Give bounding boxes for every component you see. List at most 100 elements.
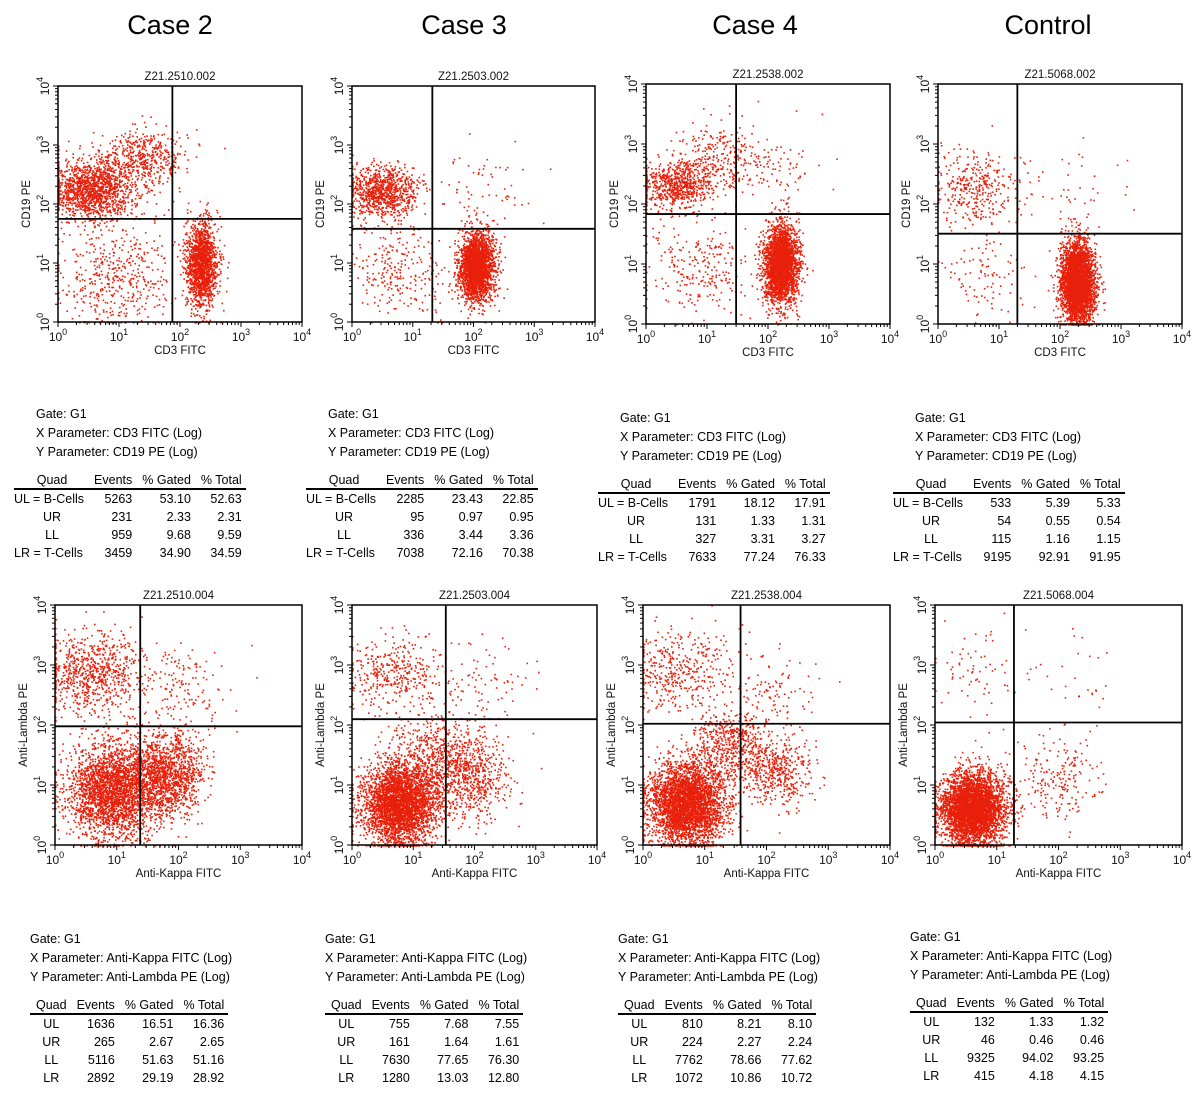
data-point [383,181,386,183]
data-point [77,187,80,189]
data-point [126,175,128,178]
data-point [183,257,186,260]
data-point [400,209,403,211]
data-point [219,255,221,258]
data-point [399,177,401,180]
data-point [198,143,200,145]
data-point [204,294,206,297]
data-point [386,192,388,194]
data-point [131,296,134,299]
data-point [204,244,207,246]
data-point [369,200,371,202]
data-point [60,172,62,174]
data-point [202,263,204,266]
data-point [162,293,165,296]
data-point [132,260,134,262]
data-point [108,156,110,158]
data-point [112,193,114,195]
data-point [66,191,69,193]
data-point [132,292,134,295]
data-point [143,251,146,254]
data-point [82,198,84,201]
data-point [174,161,177,164]
data-point [144,146,147,148]
data-point [148,153,150,156]
data-point [112,203,114,206]
data-point [177,167,180,169]
data-point [172,139,175,142]
data-point [208,292,211,294]
data-point [407,181,410,183]
data-point [136,166,138,168]
data-point [163,158,166,160]
data-point [405,193,407,196]
data-point [219,257,222,260]
data-point [406,193,409,196]
data-point [127,178,130,180]
data-point [198,293,200,295]
data-point [380,203,382,205]
data-point [159,165,162,168]
data-point [96,167,98,169]
data-point [386,194,388,196]
data-point [75,253,78,256]
data-point [480,232,483,235]
data-point [209,254,211,257]
data-point [211,256,214,258]
data-point [201,223,203,226]
data-point [394,190,396,193]
data-point [140,137,143,140]
data-point [58,171,60,173]
data-point [87,186,90,188]
data-point [68,182,70,185]
data-point [74,307,76,309]
data-point [129,141,131,143]
data-point [150,280,152,283]
data-point [137,280,139,282]
data-point [372,194,375,197]
data-point [139,151,141,154]
data-point [91,209,93,211]
data-point [206,295,208,297]
data-point [200,298,203,301]
data-point [194,281,196,283]
data-point [159,175,162,177]
data-point [387,188,390,190]
data-point [371,205,374,208]
data-point [99,222,101,225]
data-point [156,304,159,307]
data-point [374,190,377,193]
data-point [202,272,205,275]
data-point [203,286,206,289]
data-point [200,241,202,243]
data-point [131,273,133,276]
data-point [190,269,192,271]
data-point [122,296,125,299]
y-tick-label: 101 [35,254,52,272]
data-point [143,212,146,215]
data-point [190,270,192,273]
data-point [86,172,89,175]
data-point [93,191,95,194]
data-point [201,289,203,291]
data-point [153,184,155,187]
data-point [195,233,198,235]
data-point [363,227,366,229]
data-point [156,152,159,155]
data-point [206,267,209,269]
data-point [204,263,206,265]
data-point [114,139,117,141]
data-point [144,167,147,170]
data-point [81,178,84,181]
data-point [408,201,411,204]
data-point [83,229,86,231]
data-point [108,195,111,198]
data-point [141,305,143,308]
data-point [144,260,146,263]
data-point [379,190,382,192]
data-point [191,257,194,259]
data-point [198,243,201,246]
data-point [352,165,354,168]
data-point [86,175,89,178]
data-point [367,183,370,185]
